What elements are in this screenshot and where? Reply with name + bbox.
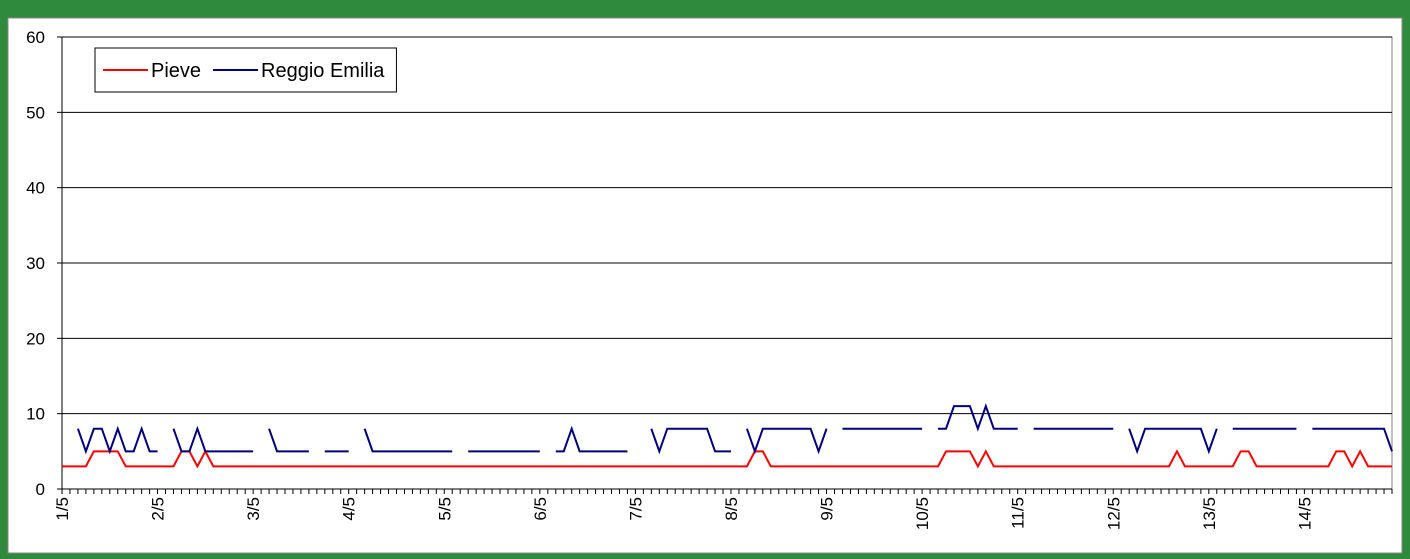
x-tick-label: 13/5 xyxy=(1200,497,1219,530)
legend-label: Pieve xyxy=(151,60,201,82)
series-line xyxy=(1128,427,1218,455)
series-line xyxy=(745,427,828,455)
series-line xyxy=(76,425,158,455)
legend-label: Reggio Emilia xyxy=(261,60,385,82)
series-line xyxy=(172,425,254,453)
series-line xyxy=(1312,427,1393,452)
x-tick-label: 3/5 xyxy=(244,497,263,521)
series-line xyxy=(363,428,453,453)
x-tick-label: 12/5 xyxy=(1104,497,1123,530)
x-tick-label: 5/5 xyxy=(435,497,454,521)
x-tick-label: 7/5 xyxy=(626,497,645,521)
y-tick-label: 60 xyxy=(26,28,45,47)
plot-area: 0 10 20 30 40 50 60 1/5 2/5 3/5 4/5 5/5 6/5 7/5 8/5 9/5… xyxy=(26,28,1393,530)
series-line xyxy=(650,427,731,455)
y-tick-label: 20 xyxy=(26,329,45,348)
y-tick-label: 0 xyxy=(36,480,45,499)
x-tick-label: 9/5 xyxy=(818,497,837,521)
y-tick-label: 30 xyxy=(26,254,45,273)
series-line xyxy=(555,425,628,453)
x-tick-label: 1/5 xyxy=(53,497,72,521)
y-tick-label: 10 xyxy=(26,405,45,424)
x-tick-label: 11/5 xyxy=(1009,497,1028,529)
series-line xyxy=(268,428,309,453)
x-tick-label: 6/5 xyxy=(531,497,550,521)
legend: Pieve Reggio Emilia xyxy=(94,47,397,93)
y-tick-label: 50 xyxy=(26,103,45,122)
x-tick-label: 4/5 xyxy=(340,497,359,521)
x-tick-label: 10/5 xyxy=(913,497,932,530)
series-line xyxy=(938,403,1018,432)
y-tick-label: 40 xyxy=(26,179,45,198)
series-line xyxy=(62,449,1392,469)
x-tick-label: 14/5 xyxy=(1295,497,1314,530)
x-tick-label: 2/5 xyxy=(149,497,168,521)
x-tick-label: 8/5 xyxy=(722,497,741,521)
